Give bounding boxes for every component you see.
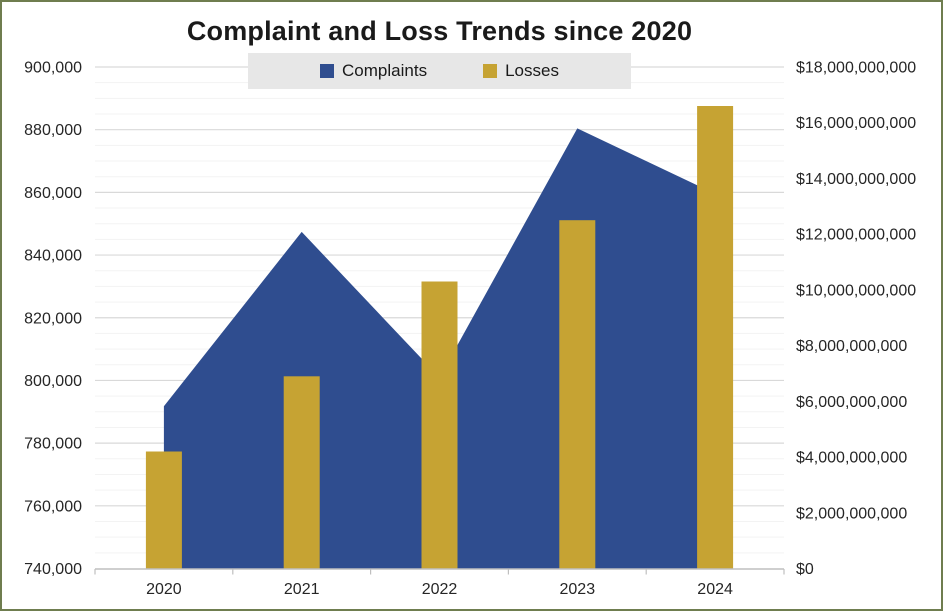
x-axis-category-label: 2020 <box>146 581 182 598</box>
losses-bar-2021 <box>283 376 320 569</box>
right-axis-tick-label: $12,000,000,000 <box>796 227 916 244</box>
x-axis-category-label: 2021 <box>284 581 320 598</box>
losses-bar-2023 <box>559 220 596 569</box>
left-axis-tick-label: 780,000 <box>24 436 82 453</box>
legend-item-complaints: Complaints <box>320 61 427 81</box>
right-axis-tick-label: $4,000,000,000 <box>796 450 907 467</box>
x-axis-category-label: 2024 <box>697 581 733 598</box>
legend-label-complaints: Complaints <box>342 61 428 80</box>
legend-label-losses: Losses <box>505 61 559 80</box>
left-axis-tick-label: 880,000 <box>24 122 82 139</box>
left-axis-tick-label: 860,000 <box>24 185 82 202</box>
left-axis-tick-label: 840,000 <box>24 248 82 265</box>
right-axis-tick-label: $0 <box>796 561 814 578</box>
losses-bar-2022 <box>421 281 458 569</box>
right-axis-tick-label: $2,000,000,000 <box>796 505 907 522</box>
left-axis-tick-label: 900,000 <box>24 60 82 77</box>
left-axis-tick-label: 820,000 <box>24 310 82 327</box>
complaints-swatch-icon <box>320 64 335 78</box>
right-axis-tick-label: $8,000,000,000 <box>796 338 907 355</box>
chart-legend: Complaints Losses <box>248 53 631 89</box>
right-axis-tick-label: $10,000,000,000 <box>796 282 916 299</box>
left-axis-tick-label: 740,000 <box>24 561 82 578</box>
right-axis-tick-label: $18,000,000,000 <box>796 60 916 77</box>
x-axis-category-label: 2023 <box>560 581 596 598</box>
chart-title: Complaint and Loss Trends since 2020 <box>186 16 693 46</box>
x-axis-category-label: 2022 <box>422 581 458 598</box>
right-axis-tick-label: $6,000,000,000 <box>796 394 907 411</box>
right-axis-tick-label: $16,000,000,000 <box>796 115 916 132</box>
legend-container: Complaints Losses <box>95 53 784 89</box>
losses-swatch-icon <box>483 64 498 78</box>
left-axis-tick-label: 800,000 <box>24 373 82 390</box>
losses-bar-2020 <box>145 451 182 569</box>
right-axis-tick-label: $14,000,000,000 <box>796 171 916 188</box>
losses-bar-2024 <box>697 106 734 569</box>
legend-item-losses: Losses <box>483 61 559 81</box>
left-axis-tick-label: 760,000 <box>24 498 82 515</box>
